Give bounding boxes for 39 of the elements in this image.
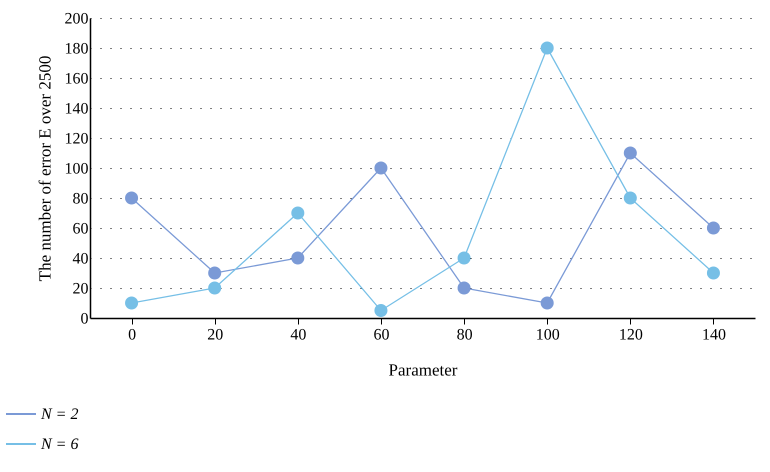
- x-tick-label: 120: [618, 326, 643, 344]
- y-tick-label: 200: [64, 10, 88, 28]
- point: [624, 146, 637, 160]
- point: [208, 266, 222, 280]
- legend-label: N = 6: [40, 436, 78, 453]
- x-tick-label: 80: [456, 326, 473, 344]
- point: [374, 161, 388, 175]
- point: [125, 296, 138, 310]
- x-axis-title: Parameter: [388, 360, 458, 380]
- legend-label: N = 2: [40, 406, 78, 423]
- x-tick-label: 60: [373, 326, 390, 344]
- point: [374, 304, 388, 318]
- y-tick-label: 60: [72, 220, 88, 238]
- y-tick-label: 20: [72, 280, 88, 298]
- y-tick-label: 160: [64, 70, 88, 88]
- x-tick-label: 100: [536, 326, 560, 344]
- point: [208, 281, 222, 295]
- point: [458, 281, 471, 295]
- point: [125, 191, 138, 205]
- x-tick-label: 40: [290, 326, 306, 344]
- point: [291, 251, 304, 265]
- point: [291, 206, 304, 220]
- x-tick-label: 20: [207, 326, 224, 344]
- y-tick-label: 0: [80, 310, 88, 328]
- y-axis-title: The number of error E over 2500: [36, 56, 54, 282]
- y-tick-label: 140: [64, 100, 88, 118]
- point: [540, 296, 554, 310]
- y-tick-label: 180: [64, 40, 88, 58]
- y-tick-label: 80: [72, 190, 88, 208]
- point: [540, 41, 554, 55]
- y-tick-label: 120: [64, 130, 88, 148]
- point: [624, 191, 637, 205]
- x-tick-label: 0: [128, 326, 136, 344]
- point: [706, 221, 720, 235]
- point: [458, 251, 471, 265]
- y-tick-label: 40: [72, 250, 88, 268]
- point: [706, 266, 720, 280]
- x-tick-label: 140: [702, 326, 726, 344]
- y-tick-label: 100: [64, 160, 88, 178]
